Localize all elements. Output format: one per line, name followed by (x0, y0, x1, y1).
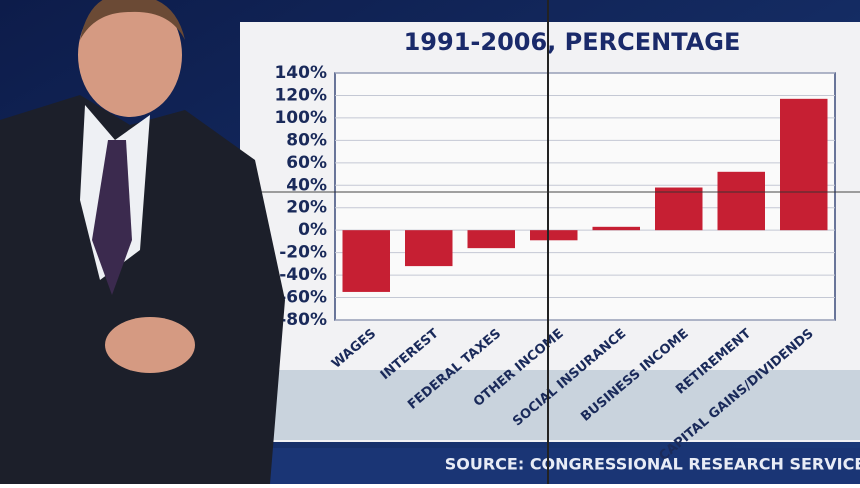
y-tick-label: -20% (279, 243, 327, 263)
y-tick-label: 140% (274, 63, 327, 83)
bar (342, 230, 390, 292)
presenter-hair (80, 0, 185, 40)
bar (717, 171, 765, 231)
presenter-suit (0, 95, 285, 484)
y-tick-label: 100% (274, 108, 327, 128)
y-tick-label: 20% (286, 198, 327, 218)
presenter-hands (105, 317, 195, 373)
source-text: SOURCE: CONGRESSIONAL RESEARCH SERVICE (445, 455, 860, 474)
chart-title: 1991-2006, PERCENTAGE (404, 28, 741, 56)
y-tick-label: -80% (279, 310, 327, 330)
y-tick-label: 40% (286, 175, 327, 195)
bar (655, 187, 703, 231)
y-tick-label: 60% (286, 153, 327, 173)
y-tick-label: 120% (274, 85, 327, 105)
y-tick-label: -40% (279, 265, 327, 285)
bar (592, 226, 640, 231)
presenter-head (78, 0, 182, 117)
bar (780, 98, 828, 231)
bar (405, 230, 453, 267)
y-tick-label: 0% (298, 220, 327, 240)
bar (530, 230, 578, 241)
panel-lower (240, 370, 860, 440)
y-tick-label: 80% (286, 130, 327, 150)
source-bar (240, 448, 860, 484)
presenter-tie (92, 140, 132, 295)
bar (467, 230, 515, 249)
y-tick-label: -60% (279, 288, 327, 308)
